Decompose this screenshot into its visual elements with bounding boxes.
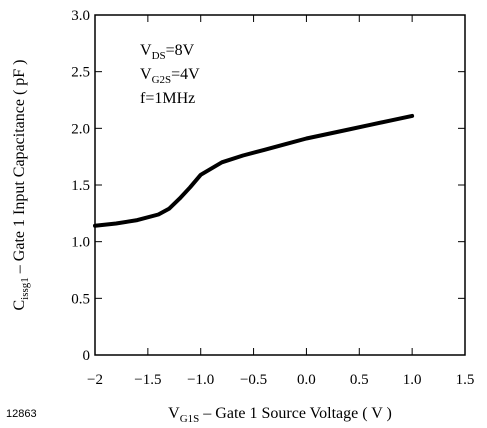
x-tick-label: −0.5 <box>240 372 267 388</box>
figure-id: 12863 <box>6 408 37 420</box>
y-tick-label: 0.5 <box>71 291 90 307</box>
x-tick-label: 0.0 <box>297 372 316 388</box>
y-tick-label: 1.5 <box>71 178 90 194</box>
y-tick-label: 3.0 <box>71 8 90 24</box>
x-tick-label: −1.0 <box>187 372 214 388</box>
axis-ticks <box>94 14 466 356</box>
y-tick-label: 2.0 <box>71 121 90 137</box>
x-tick-label: 0.5 <box>350 372 369 388</box>
annotation-vg2s: VG2S=4V <box>140 66 200 86</box>
series-line <box>93 113 415 228</box>
y-tick-labels: 0 0.5 1.0 1.5 2.0 2.5 3.0 <box>71 8 90 364</box>
y-axis-title: Cissg1 – Gate 1 Input Capacitance ( pF ) <box>11 60 31 311</box>
x-tick-label: 1.0 <box>403 372 422 388</box>
y-tick-label: 1.0 <box>71 235 90 251</box>
annotation-vds: VDS=8V <box>140 42 195 62</box>
x-tick-label: 1.5 <box>456 372 475 388</box>
x-axis-title: VG1S – Gate 1 Source Voltage ( V ) <box>168 405 392 425</box>
x-tick-label: −1.5 <box>134 372 161 388</box>
x-tick-label: −2 <box>87 372 103 388</box>
annotation-frequency: f=1MHz <box>140 90 195 107</box>
x-tick-labels: −2 −1.5 −1.0 −0.5 0.0 0.5 1.0 1.5 <box>87 372 474 388</box>
y-tick-label: 0 <box>83 348 91 364</box>
y-tick-label: 2.5 <box>71 65 90 81</box>
conditions-annotation: VDS=8V VG2S=4V f=1MHz <box>134 36 232 112</box>
